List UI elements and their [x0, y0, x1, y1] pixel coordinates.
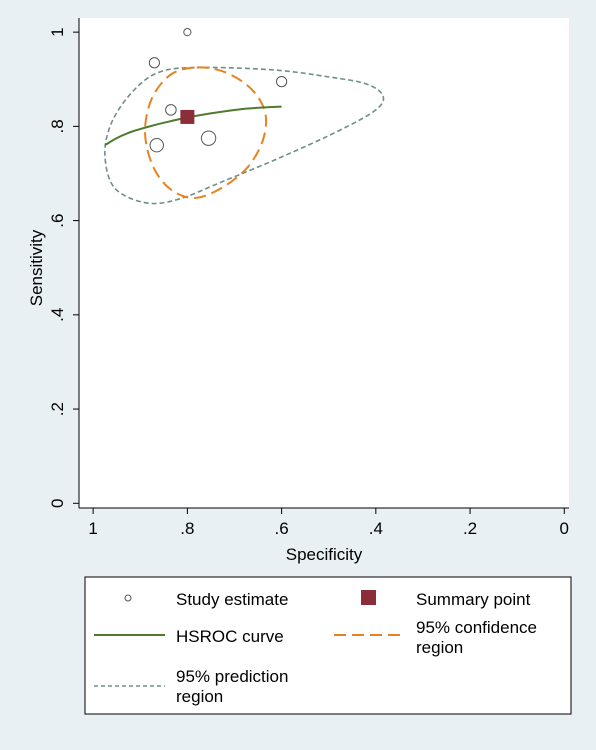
x-axis-title: Specificity	[286, 545, 363, 564]
legend-confidence-label-1: 95% confidence	[416, 618, 537, 637]
prediction-region	[104, 66, 385, 205]
study-estimate-6	[200, 130, 217, 146]
legend-confidence-label-2: region	[416, 638, 463, 657]
legend-summary-label: Summary point	[416, 590, 531, 609]
y-tick-label-1: .2	[48, 402, 67, 416]
y-tick-label-4: .8	[48, 119, 67, 133]
legend-prediction-label-1: 95% prediction	[176, 667, 288, 686]
y-tick-label-0: 0	[48, 499, 67, 508]
legend-hsroc-label: HSROC curve	[176, 627, 284, 646]
legend-prediction-label-2: region	[176, 687, 223, 706]
y-axis-title: Sensitivity	[27, 229, 46, 306]
x-tick-label-1: .8	[180, 519, 194, 538]
legend-study-symbol	[124, 594, 132, 602]
plot-background	[79, 18, 569, 508]
summary-point	[180, 109, 195, 124]
study-estimate-5	[149, 138, 164, 153]
x-tick-label-2: .6	[275, 519, 289, 538]
legend-study-label: Study estimate	[176, 590, 288, 609]
legend-box	[84, 576, 572, 715]
y-tick-label-3: .6	[48, 214, 67, 228]
study-estimate-1	[183, 28, 192, 37]
confidence-region	[143, 66, 268, 200]
x-tick-label-4: .2	[463, 519, 477, 538]
x-tick-label-5: 0	[560, 519, 569, 538]
study-estimate-3	[275, 76, 288, 88]
study-estimate-2	[148, 57, 160, 69]
y-tick-label-2: .4	[48, 308, 67, 322]
x-tick-label-0: 1	[88, 519, 97, 538]
legend-summary-symbol	[361, 590, 376, 605]
study-estimate-4	[165, 104, 177, 116]
y-tick-label-5: 1	[48, 27, 67, 36]
x-tick-label-3: .4	[369, 519, 383, 538]
